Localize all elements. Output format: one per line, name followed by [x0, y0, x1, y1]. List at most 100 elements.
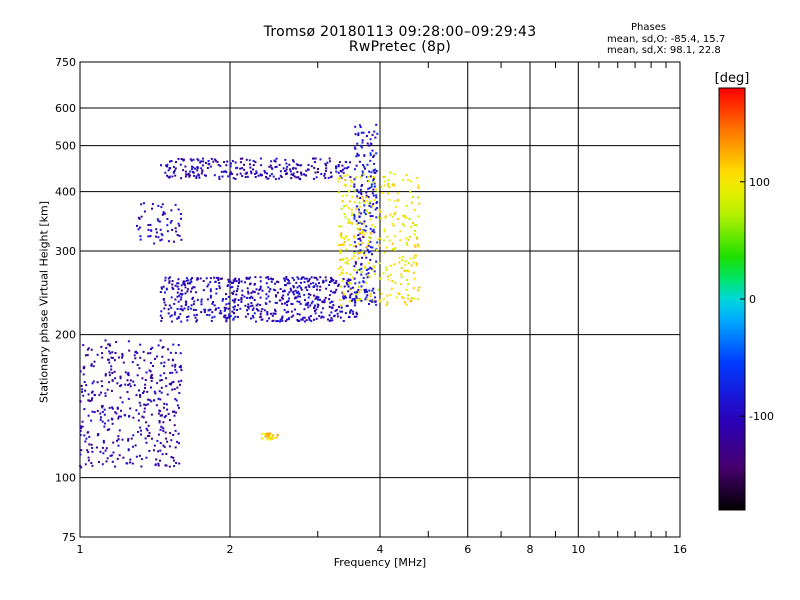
- data-point: [249, 305, 252, 308]
- data-point: [158, 390, 161, 393]
- data-point: [375, 188, 378, 191]
- data-point: [159, 374, 162, 377]
- data-point: [196, 319, 199, 322]
- data-point: [317, 296, 320, 299]
- data-point: [247, 303, 250, 306]
- data-point: [292, 314, 295, 317]
- data-point: [373, 130, 376, 133]
- data-point: [328, 319, 331, 322]
- data-point: [144, 437, 147, 440]
- data-point: [354, 282, 357, 285]
- data-point: [337, 180, 340, 183]
- data-point: [362, 280, 365, 283]
- y-tick-label: 750: [55, 56, 76, 69]
- data-point: [366, 294, 369, 297]
- data-point: [169, 315, 172, 318]
- data-point: [177, 282, 180, 285]
- data-point: [344, 312, 347, 315]
- data-point: [252, 316, 255, 319]
- data-point: [119, 377, 122, 380]
- data-point: [372, 194, 375, 197]
- data-point: [235, 280, 238, 282]
- data-point: [209, 277, 212, 280]
- data-point: [399, 230, 402, 233]
- data-point: [250, 170, 252, 173]
- data-point: [349, 311, 352, 314]
- data-point: [213, 304, 216, 307]
- data-point: [261, 437, 263, 440]
- data-point: [102, 441, 105, 444]
- data-point: [288, 282, 291, 285]
- data-point: [254, 172, 257, 175]
- data-point: [409, 300, 412, 303]
- data-point: [415, 262, 418, 265]
- data-point: [297, 290, 300, 293]
- data-point: [353, 291, 356, 294]
- data-point: [156, 218, 159, 221]
- data-point: [371, 246, 374, 249]
- data-point: [364, 290, 366, 293]
- data-point: [157, 397, 160, 400]
- data-point: [323, 172, 326, 175]
- data-point: [227, 302, 230, 305]
- data-point: [374, 208, 377, 211]
- data-point: [251, 296, 254, 299]
- data-point: [349, 244, 352, 246]
- data-point: [171, 286, 174, 289]
- data-point: [341, 243, 344, 246]
- data-point: [360, 262, 363, 265]
- data-point: [241, 289, 244, 292]
- data-point: [103, 413, 106, 416]
- data-point: [415, 224, 418, 227]
- data-point: [372, 299, 375, 302]
- data-point: [372, 188, 375, 191]
- data-point: [178, 294, 181, 297]
- data-point: [368, 170, 371, 173]
- data-point: [180, 238, 183, 241]
- data-point: [84, 463, 87, 466]
- data-point: [110, 417, 113, 420]
- data-point: [196, 278, 199, 281]
- data-point: [238, 278, 240, 281]
- data-point: [391, 242, 394, 245]
- data-point: [303, 308, 306, 311]
- data-point: [383, 228, 386, 231]
- data-point: [179, 213, 182, 215]
- data-point: [97, 433, 100, 435]
- data-point: [314, 157, 317, 160]
- data-point: [157, 412, 160, 415]
- data-point: [147, 352, 150, 355]
- data-point: [369, 266, 372, 269]
- data-point: [231, 291, 234, 294]
- data-point: [231, 286, 234, 289]
- data-point: [182, 159, 185, 162]
- data-point: [355, 292, 358, 295]
- data-point: [186, 316, 188, 319]
- data-point: [164, 304, 167, 307]
- data-point: [167, 413, 170, 415]
- data-point: [351, 222, 353, 225]
- data-point: [170, 220, 173, 222]
- data-point: [361, 170, 364, 173]
- data-point: [177, 380, 180, 383]
- data-point: [279, 318, 282, 321]
- data-point: [119, 385, 122, 388]
- data-point: [399, 283, 402, 286]
- data-point: [353, 236, 356, 239]
- data-point: [375, 152, 378, 155]
- data-point: [372, 156, 375, 158]
- data-point: [357, 227, 360, 230]
- data-point: [340, 304, 343, 307]
- data-point: [159, 314, 162, 317]
- data-point: [82, 394, 85, 397]
- data-point: [279, 170, 282, 173]
- data-point: [178, 442, 180, 445]
- data-point: [259, 276, 262, 279]
- data-point: [268, 300, 271, 303]
- data-point: [273, 159, 276, 162]
- data-point: [368, 212, 371, 214]
- data-point: [173, 313, 176, 316]
- data-point: [293, 297, 296, 300]
- data-point: [161, 203, 164, 206]
- data-point: [219, 165, 222, 168]
